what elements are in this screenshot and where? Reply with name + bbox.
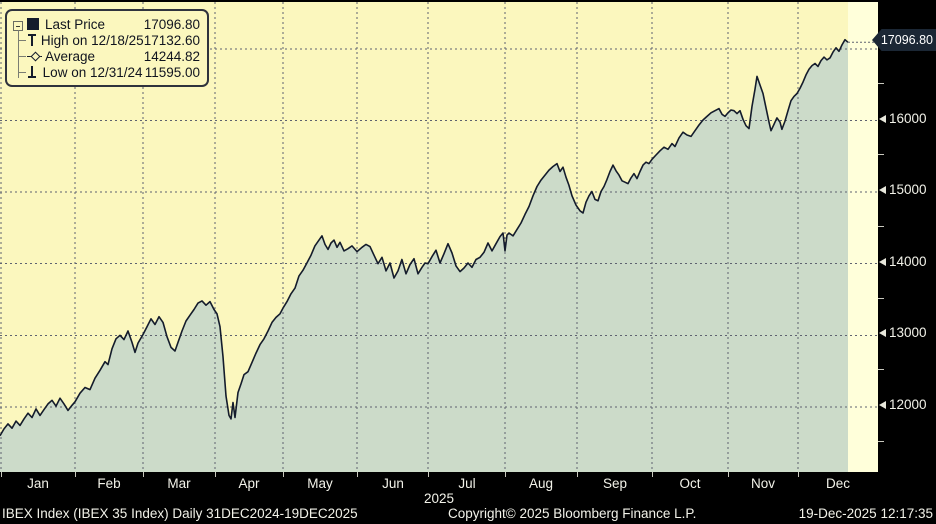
x-axis-tick <box>215 472 216 477</box>
legend-label: Average <box>45 48 96 64</box>
x-axis-tick <box>283 472 284 477</box>
legend-label: Last Price <box>45 16 106 32</box>
x-axis-tick <box>505 472 506 477</box>
x-axis-tick <box>75 472 76 477</box>
x-axis-tick <box>428 472 429 477</box>
x-axis-tick <box>577 472 578 477</box>
y-axis-tick-arrow-icon <box>879 329 886 338</box>
legend-tree-line <box>18 30 19 78</box>
x-axis-month-label: Sep <box>602 476 628 491</box>
y-axis-minor-tick <box>878 83 884 84</box>
x-axis-month-label: Mar <box>167 476 191 491</box>
copyright-notice: Copyright© 2025 Bloomberg Finance L.P. <box>448 506 697 521</box>
x-axis-month-label: Oct <box>679 476 701 491</box>
x-axis-month-label: Nov <box>750 476 775 491</box>
legend-value: 11595.00 <box>144 64 200 80</box>
legend-value: 17132.60 <box>143 32 200 48</box>
legend-label: High on 12/18/25 <box>40 32 144 48</box>
x-axis-tick <box>798 472 799 477</box>
y-axis-tick-label: 12000 <box>889 396 927 412</box>
y-axis-tick-arrow-icon <box>879 114 886 123</box>
x-axis-tick <box>652 472 653 477</box>
price-chart-plot-area[interactable]: Last Price 17096.80 High on 12/18/25 171… <box>0 0 878 474</box>
chart-description: IBEX Index (IBEX 35 Index) Daily 31DEC20… <box>2 506 358 521</box>
x-axis-month-label: Jul <box>458 476 476 491</box>
y-axis-minor-tick <box>878 441 884 442</box>
x-axis-panel: 2025 Jan Feb Mar Apr May Jun Jul Aug Sep Oct Nov De… <box>0 472 878 506</box>
last-price-flag: 17096.80 <box>872 29 936 51</box>
x-axis-year-label: 2025 <box>423 491 455 506</box>
high-marker-icon <box>27 34 41 46</box>
x-axis-tick <box>728 472 729 477</box>
legend-value: 17096.80 <box>143 16 200 32</box>
x-axis-tick <box>143 472 144 477</box>
x-axis-tick <box>1 472 2 477</box>
last-price-swatch-icon <box>27 18 45 30</box>
legend-value: 14244.82 <box>143 48 200 64</box>
y-axis-tick-label: 14000 <box>889 253 927 269</box>
y-axis-minor-tick <box>878 154 884 155</box>
average-marker-icon <box>27 50 45 62</box>
legend-item-average[interactable]: Average 14244.82 <box>18 48 200 64</box>
legend-item-last-price[interactable]: Last Price 17096.80 <box>27 16 200 32</box>
x-axis-month-label: Feb <box>97 476 121 491</box>
after-data-strip <box>847 2 878 474</box>
x-axis-tick <box>357 472 358 477</box>
y-axis-tick-arrow-icon <box>879 257 886 266</box>
x-axis-month-label: Jun <box>382 476 404 491</box>
timestamp: 19-Dec-2025 12:17:35 <box>798 506 933 521</box>
y-axis-tick-label: 15000 <box>889 182 927 198</box>
footer-bar: IBEX Index (IBEX 35 Index) Daily 31DEC20… <box>0 506 936 524</box>
legend-item-high[interactable]: High on 12/18/25 17132.60 <box>18 32 200 48</box>
y-axis-tick-label: 16000 <box>889 110 927 126</box>
y-axis-minor-tick <box>878 298 884 299</box>
y-axis-tick-label: 13000 <box>889 325 927 341</box>
y-axis-tick-arrow-icon <box>879 400 886 409</box>
chart-legend: Last Price 17096.80 High on 12/18/25 171… <box>5 9 209 87</box>
y-axis-minor-tick <box>878 369 884 370</box>
y-axis-panel: 17096.80 120001300014000150001600017000 <box>872 0 936 472</box>
y-axis-tick-arrow-icon <box>879 186 886 195</box>
x-axis-month-label: Apr <box>238 476 260 491</box>
price-line <box>0 38 849 437</box>
x-axis-month-label: Jan <box>27 476 49 491</box>
price-area-fill <box>0 39 848 474</box>
x-axis-month-label: Aug <box>528 476 554 491</box>
legend-label: Low on 12/31/24 <box>42 64 143 80</box>
x-axis-month-label: Dec <box>825 476 850 491</box>
x-axis-month-label: May <box>307 476 333 491</box>
low-marker-icon <box>27 66 43 78</box>
price-chart-canvas[interactable] <box>0 2 878 474</box>
y-axis-minor-tick <box>878 226 884 227</box>
legend-item-low[interactable]: Low on 12/31/24 11595.00 <box>18 64 200 80</box>
